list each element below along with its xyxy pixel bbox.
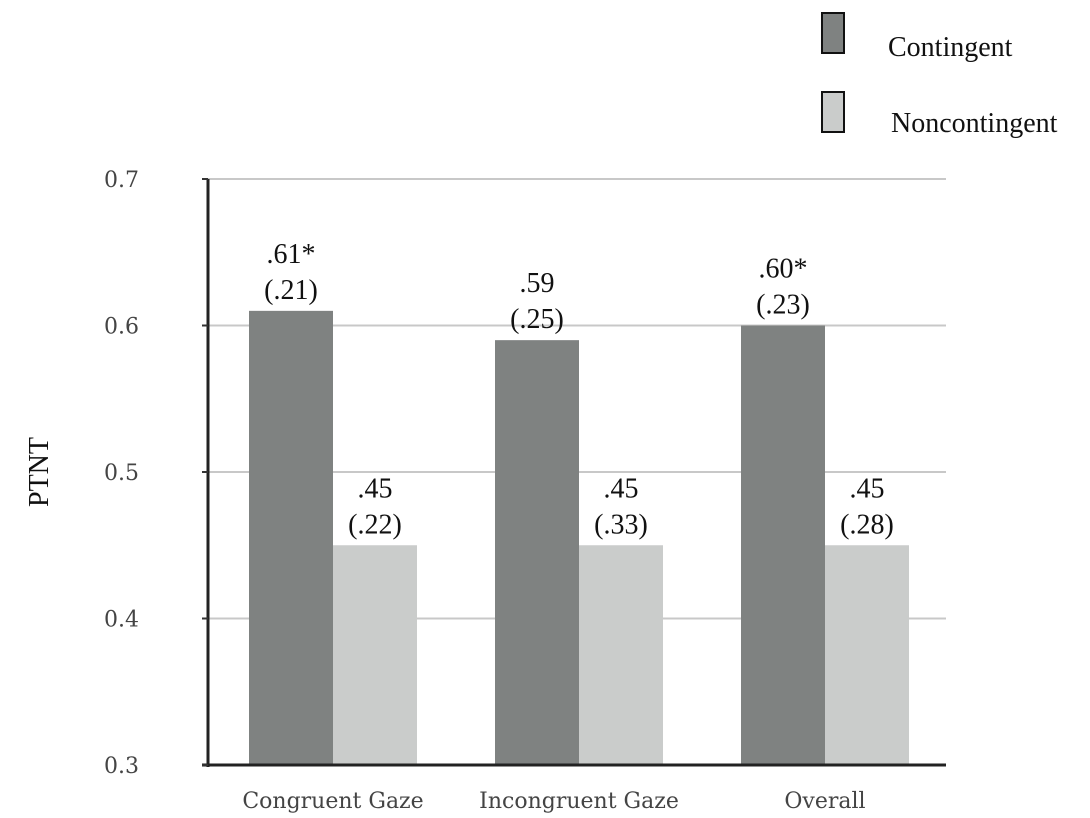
data-label-sd: (.23) [756,290,810,321]
data-label-value: .59 [520,268,555,299]
bar-noncontingent [579,545,663,765]
data-label-value: .45 [604,473,639,504]
x-tick-label: Overall [784,789,865,814]
y-axis-title: PTNT [24,437,55,507]
bar-contingent [495,340,579,765]
legend: Contingent Noncontingent [821,12,1058,139]
x-axis-labels: Congruent Gaze Incongruent Gaze Overall [242,789,865,814]
bar-noncontingent [825,545,909,765]
data-labels: .61* (.21) .45 (.22) .59 (.25) .45 (.33) .60* (.2… [264,239,894,540]
y-tick-label: 0.5 [104,461,139,486]
legend-label: Contingent [888,32,1013,63]
x-tick-label: Incongruent Gaze [479,789,679,814]
legend-label: Noncontingent [891,108,1058,139]
bar-contingent [741,325,825,765]
y-tick-label: 0.3 [104,754,139,779]
bars [249,310,909,765]
data-label-value: .60* [759,254,808,285]
data-label-sd: (.21) [264,275,318,306]
bar-noncontingent [333,545,417,765]
data-label-value: .61* [267,239,316,270]
y-tick-label: 0.4 [104,608,139,633]
data-label-sd: (.28) [840,509,894,540]
y-tick-label: 0.7 [104,168,139,193]
legend-swatch-contingent [821,12,845,54]
x-tick-label: Congruent Gaze [242,789,423,814]
data-label-sd: (.25) [510,304,564,335]
data-label-sd: (.22) [348,509,402,540]
bar-contingent [249,310,333,765]
y-tick-label: 0.6 [104,315,139,340]
data-label-value: .45 [358,473,393,504]
y-axis-ticks: 0.3 0.4 0.5 0.6 0.7 [104,168,208,779]
data-label-sd: (.33) [594,509,648,540]
data-label-value: .45 [850,473,885,504]
legend-swatch-noncontingent [821,91,845,133]
